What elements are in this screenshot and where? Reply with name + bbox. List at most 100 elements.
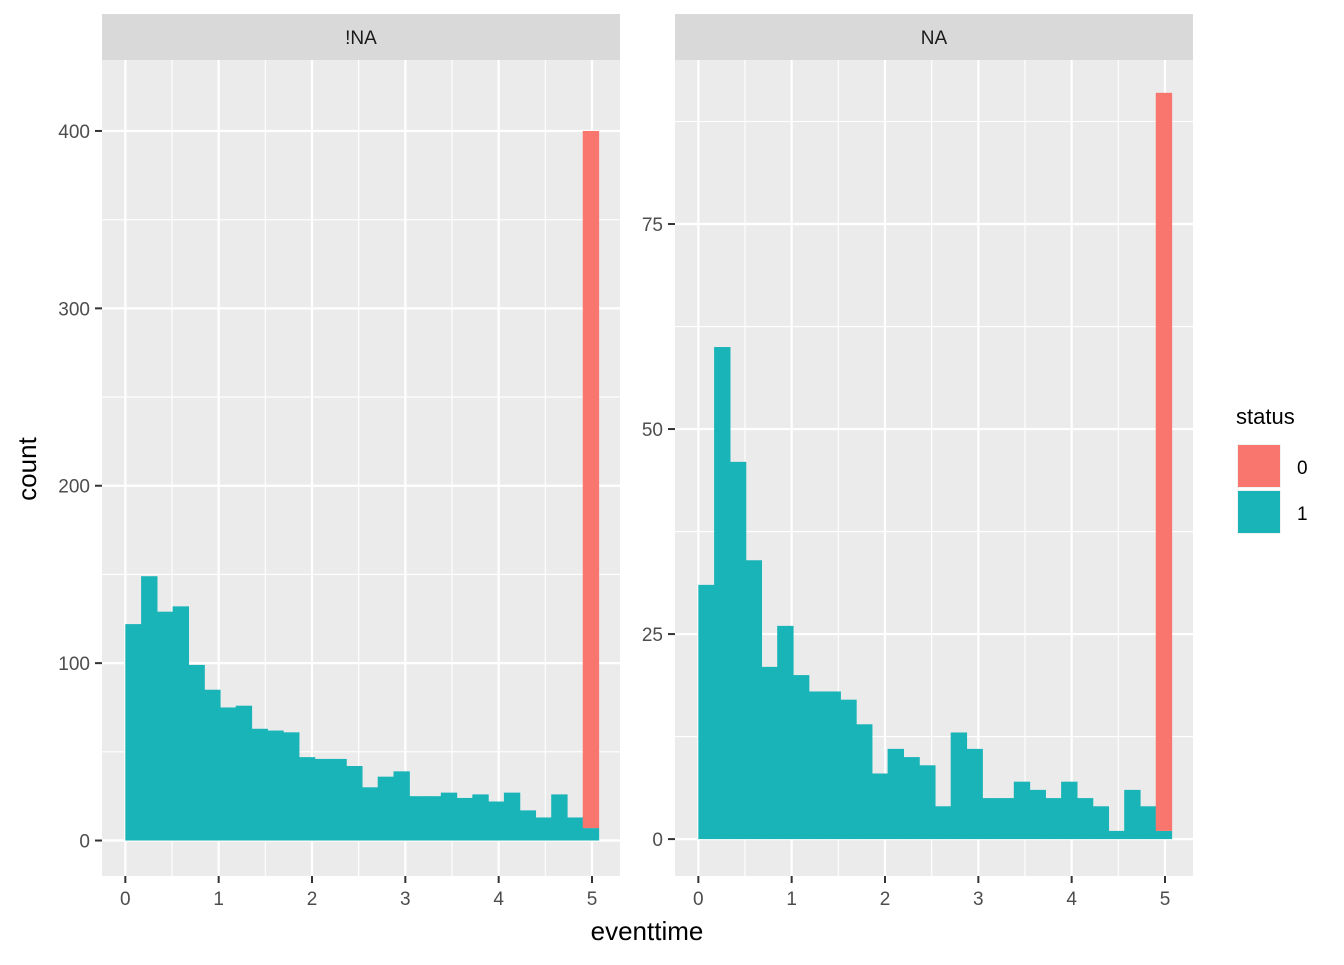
x-tick-label: 5: [1160, 889, 1171, 910]
histogram-bar-status-1: [1013, 781, 1031, 840]
legend: status 0 1: [1236, 404, 1308, 534]
histogram-bar-status-1: [1061, 781, 1078, 840]
y-tick-label: 0: [652, 830, 663, 851]
y-tick-label: 200: [58, 477, 90, 498]
histogram-bar-status-1: [998, 798, 1015, 840]
histogram-bar-status-1: [761, 666, 778, 840]
histogram-bar-status-1: [267, 730, 284, 841]
facet-strip-label: !NA: [345, 28, 377, 49]
histogram-bar-status-1: [919, 765, 936, 840]
x-tick-label: 0: [693, 889, 704, 910]
histogram-bar-status-1: [777, 625, 794, 840]
histogram-bar-status-1: [204, 689, 221, 841]
x-tick-label: 5: [587, 889, 598, 910]
facet-panels: !NA 0 100 200 300 400 0 1 2 3 4 5 NA 0 25 50 75 0 1 2 3 4 5: [58, 14, 1193, 910]
histogram-bar-status-1: [566, 817, 584, 841]
histogram-bar-status-0: [1155, 92, 1173, 831]
histogram-bar-status-1: [440, 792, 458, 841]
legend-label-status-0: 0: [1297, 458, 1308, 479]
histogram-bar-status-1: [698, 584, 715, 840]
histogram-bar-status-1: [856, 724, 873, 840]
y-tick-label: 100: [58, 654, 90, 675]
histogram-bar-status-1: [409, 796, 426, 841]
histogram-bar-status-1: [1045, 798, 1062, 840]
y-tick-label: 50: [642, 420, 663, 441]
histogram-bar-status-1: [425, 796, 442, 841]
facet-panel-!NA: !NA 0 100 200 300 400 0 1 2 3 4 5: [58, 14, 620, 910]
histogram-bar-status-1: [219, 707, 237, 841]
legend-label-status-1: 1: [1297, 504, 1308, 525]
histogram-bar-status-1: [141, 576, 158, 841]
histogram-bar-status-1: [251, 728, 268, 841]
histogram-bar-status-1: [172, 606, 190, 841]
histogram-bar-status-1: [330, 758, 347, 841]
histogram-bar-status-1: [1108, 830, 1125, 840]
histogram-bar-status-1: [456, 797, 473, 841]
x-tick-label: 1: [213, 889, 224, 910]
histogram-bar-status-1: [966, 748, 983, 840]
facet-strip: [675, 14, 1193, 60]
histogram-bar-status-1: [714, 347, 731, 840]
facet-panel-NA: NA 0 25 50 75 0 1 2 3 4 5: [642, 14, 1193, 910]
histogram-bar-status-1: [377, 776, 395, 841]
x-tick-label: 2: [880, 889, 891, 910]
histogram-bar-status-1: [125, 624, 142, 841]
histogram-bar-status-1: [1029, 789, 1046, 840]
histogram-bar-status-1: [314, 758, 331, 841]
histogram-bar-status-0: [582, 130, 600, 829]
histogram-bar-status-1: [488, 801, 505, 841]
histogram-bar-status-1: [156, 611, 174, 841]
y-tick-label: 400: [58, 122, 90, 143]
histogram-bar-status-1: [903, 757, 920, 840]
x-tick-label: 3: [400, 889, 411, 910]
histogram-bar-status-1: [871, 773, 889, 840]
legend-swatch-status-0: [1238, 445, 1280, 487]
histogram-bar-status-1: [188, 664, 205, 841]
histogram-bar-status-1: [982, 798, 999, 840]
histogram-bar-status-1: [745, 560, 763, 840]
facet-strip: [102, 14, 620, 60]
histogram-bar-status-1: [535, 817, 552, 841]
y-axis-title: count: [12, 436, 42, 500]
x-axis-title: eventtime: [591, 916, 704, 946]
legend-title: status: [1236, 404, 1295, 429]
histogram-bar-status-1: [840, 699, 857, 840]
histogram-bar-status-1: [361, 787, 379, 841]
histogram-bar-status-1: [729, 461, 747, 840]
histogram-bar-status-1: [551, 794, 568, 841]
histogram-bar-status-1: [1092, 806, 1110, 840]
y-tick-label: 0: [79, 832, 90, 853]
y-tick-label: 25: [642, 625, 663, 646]
histogram-bar-status-1: [582, 828, 600, 841]
histogram-bar-status-1: [934, 806, 952, 840]
y-tick-label: 300: [58, 299, 90, 320]
x-tick-label: 4: [1066, 889, 1077, 910]
histogram-bar-status-1: [283, 732, 300, 841]
histogram-bar-status-1: [824, 691, 841, 840]
y-tick-label: 75: [642, 215, 663, 236]
histogram-bar-status-1: [393, 771, 410, 841]
x-tick-label: 1: [786, 889, 797, 910]
histogram-bar-status-1: [1076, 798, 1094, 840]
histogram-bar-status-1: [346, 766, 363, 841]
histogram-bar-status-1: [887, 748, 904, 840]
histogram-bar-status-1: [808, 691, 826, 840]
histogram-bar-status-1: [1124, 789, 1141, 840]
histogram-bar-status-1: [503, 792, 521, 841]
histogram-bar-status-1: [472, 794, 489, 841]
x-tick-label: 4: [493, 889, 504, 910]
x-tick-label: 2: [307, 889, 318, 910]
legend-swatch-status-1: [1238, 491, 1280, 533]
histogram-bar-status-1: [1139, 806, 1157, 840]
histogram-bar-status-1: [1155, 830, 1173, 840]
facet-strip-label: NA: [921, 28, 948, 49]
histogram-bar-status-1: [792, 675, 810, 840]
x-tick-label: 0: [120, 889, 131, 910]
histogram-bar-status-1: [235, 705, 253, 841]
histogram-bar-status-1: [519, 810, 537, 841]
histogram-bar-status-1: [298, 757, 316, 841]
x-tick-label: 3: [973, 889, 984, 910]
histogram-bar-status-1: [950, 732, 968, 840]
